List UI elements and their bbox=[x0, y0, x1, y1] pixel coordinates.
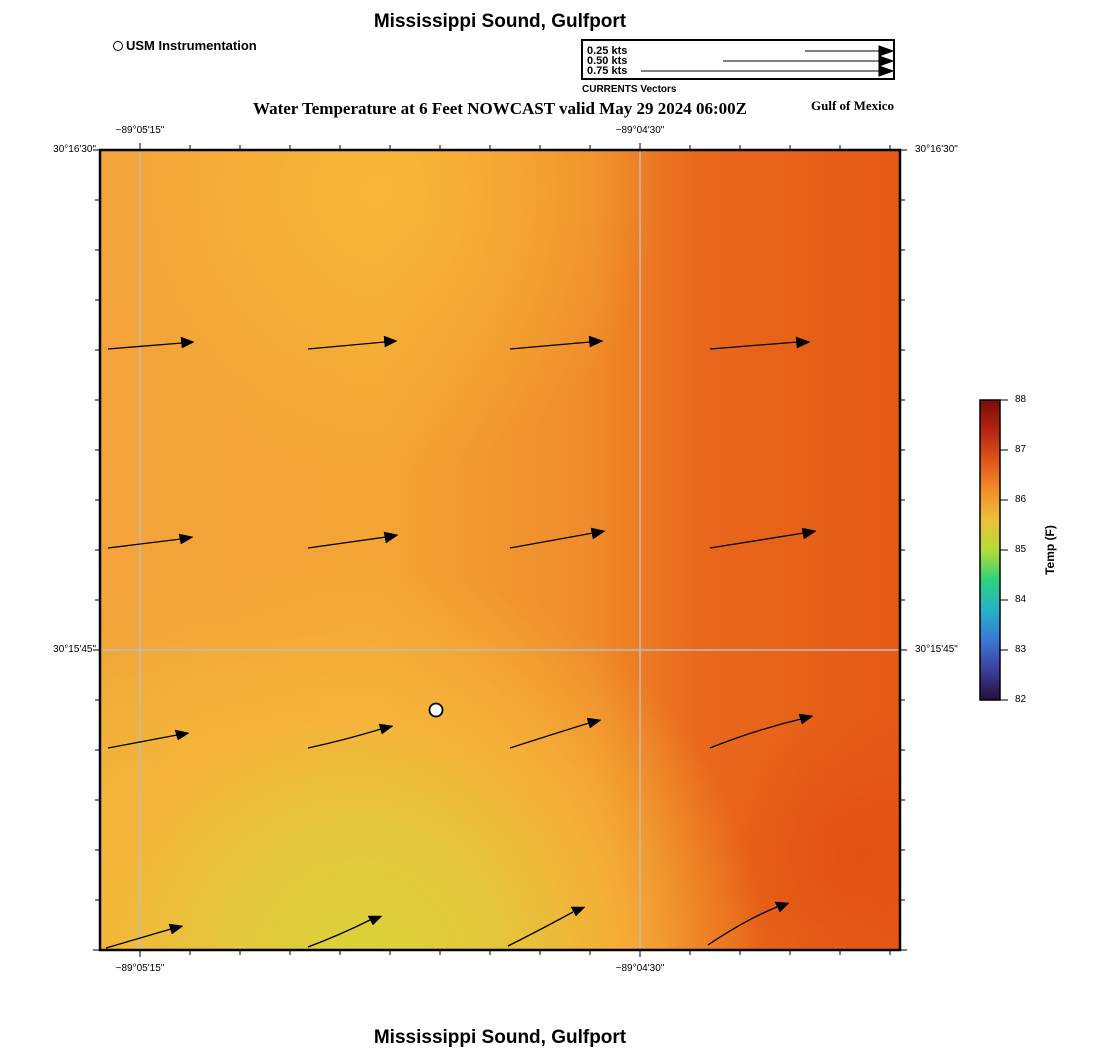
graticule bbox=[100, 150, 900, 950]
lat-label-left: 30°16'30" bbox=[53, 144, 96, 155]
colorbar-title: Temp (F) bbox=[1043, 525, 1057, 575]
vector-speed-label: 0.75 kts bbox=[587, 65, 628, 77]
current-vector bbox=[707, 906, 778, 946]
current-vector bbox=[709, 341, 799, 350]
current-vector bbox=[107, 734, 178, 749]
current-vector-heads bbox=[168, 335, 817, 935]
current-vector-head bbox=[570, 906, 586, 917]
lon-label-bottom: −89°05'15" bbox=[115, 963, 165, 974]
axis-ticks bbox=[93, 143, 907, 957]
map-subtitle: Water Temperature at 6 Feet NOWCAST vali… bbox=[253, 99, 747, 118]
current-vector-head bbox=[798, 713, 814, 725]
colorbar-tick-label: 86 bbox=[1015, 494, 1027, 505]
current-vector-head bbox=[180, 336, 195, 349]
current-vector-head bbox=[383, 335, 398, 348]
vector-box-title: CURRENTS Vectors bbox=[582, 84, 677, 95]
current-vector-head bbox=[383, 531, 399, 544]
lat-label-right: 30°15'45" bbox=[915, 644, 958, 655]
region-label: Gulf of Mexico bbox=[811, 98, 895, 113]
current-vector-head bbox=[588, 335, 604, 348]
lat-label-right: 30°16'30" bbox=[915, 144, 958, 155]
scale-arrowhead bbox=[878, 45, 893, 57]
lon-label-top: −89°05'15" bbox=[115, 125, 165, 136]
lon-label-bottom: −89°04'30" bbox=[615, 963, 665, 974]
instrumentation-legend-label: USM Instrumentation bbox=[126, 38, 257, 53]
current-vector bbox=[307, 341, 386, 350]
current-vector bbox=[307, 536, 387, 549]
current-vector bbox=[509, 532, 594, 549]
current-vector bbox=[709, 532, 805, 549]
instrumentation-legend: USM Instrumentation bbox=[113, 38, 257, 53]
current-vector bbox=[509, 722, 590, 749]
current-vector bbox=[107, 538, 182, 549]
scale-arrowhead bbox=[878, 65, 893, 77]
current-vector-head bbox=[795, 336, 811, 349]
colorbar-tick-label: 84 bbox=[1015, 594, 1027, 605]
usm-instrumentation-station[interactable] bbox=[428, 702, 444, 718]
scale-arrowhead bbox=[878, 55, 893, 67]
colorbar-tick-label: 87 bbox=[1015, 444, 1027, 455]
current-vector-head bbox=[378, 723, 394, 735]
current-vector-head bbox=[178, 533, 194, 545]
current-vector-head bbox=[168, 923, 184, 935]
vector-speed-label: 0.50 kts bbox=[587, 55, 628, 67]
vector-speed-label: 0.25 kts bbox=[587, 45, 628, 57]
current-vector-head bbox=[367, 915, 383, 926]
current-vector bbox=[105, 928, 172, 949]
colorbar-gradient bbox=[979, 399, 1001, 701]
vector-scale-box: 0.25 kts 0.50 kts 0.75 kts bbox=[581, 39, 895, 80]
current-vector bbox=[307, 728, 382, 749]
current-vectors bbox=[105, 341, 805, 949]
current-vector-head bbox=[801, 527, 817, 540]
current-vector bbox=[107, 342, 183, 350]
colorbar-tick-label: 85 bbox=[1015, 544, 1027, 555]
current-vector bbox=[509, 341, 591, 350]
colorbar bbox=[979, 399, 1008, 701]
temperature-field bbox=[100, 150, 900, 950]
current-vector bbox=[507, 911, 574, 947]
lon-label-top: −89°04'30" bbox=[615, 125, 665, 136]
current-vector bbox=[307, 919, 371, 948]
current-vector-head bbox=[774, 901, 790, 913]
vector-scale-arrows bbox=[641, 45, 893, 77]
instrumentation-marker-icon bbox=[113, 40, 123, 51]
colorbar-tick-label: 88 bbox=[1015, 394, 1027, 405]
current-vector-head bbox=[174, 729, 190, 741]
colorbar-tick-label: 83 bbox=[1015, 644, 1027, 655]
map-title: Mississippi Sound, Gulfport bbox=[373, 11, 627, 32]
colorbar-tick-label: 82 bbox=[1015, 694, 1027, 705]
current-vector bbox=[709, 718, 802, 749]
footer-title: Mississippi Sound, Gulfport bbox=[373, 1027, 627, 1048]
current-vector-head bbox=[586, 717, 602, 729]
lat-label-left: 30°15'45" bbox=[53, 644, 96, 655]
current-vector-head bbox=[590, 527, 606, 540]
